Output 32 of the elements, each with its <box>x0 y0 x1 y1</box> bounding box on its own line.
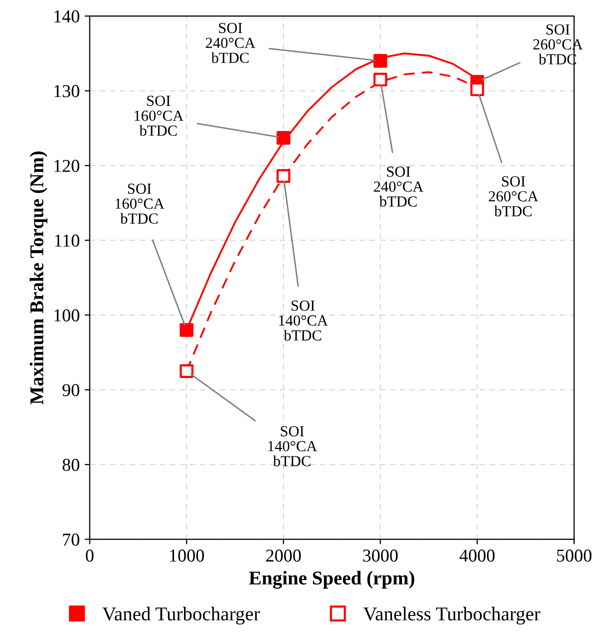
point <box>373 72 388 86</box>
y-tick-label: 120 <box>54 160 80 172</box>
annotation: SOI 160°CA bTDC <box>134 96 184 136</box>
annotation: SOI 260°CA bTDC <box>488 176 538 216</box>
point <box>470 82 484 96</box>
x-tick-label: 3000 <box>363 550 398 562</box>
point <box>373 54 388 68</box>
x-tick-label: 1000 <box>170 550 204 562</box>
y-tick-label: 130 <box>54 85 80 98</box>
x-tick-label: 4000 <box>460 550 495 562</box>
annotation: SOI 140°CA bTDC <box>279 300 328 341</box>
point <box>180 323 194 337</box>
annotation: SOI 240°CA bTDC <box>206 22 256 63</box>
x-tick-label: 5000 <box>557 550 592 562</box>
annotation: SOI 240°CA bTDC <box>374 166 424 207</box>
y-tick-label: 140 <box>54 10 80 22</box>
x-axis-title: Engine Speed (rpm) <box>249 570 414 589</box>
y-tick-label: 100 <box>54 309 80 322</box>
legend-label: Vaned Turbocharger <box>102 606 260 624</box>
point <box>276 169 290 183</box>
point <box>180 364 194 378</box>
point <box>276 131 290 145</box>
y-axis-title: Maximum Brake Torque (Nm) <box>30 151 48 404</box>
annotation: SOI 160°CA bTDC <box>116 184 164 224</box>
y-tick-label: 110 <box>55 234 80 247</box>
y-tick-label: 90 <box>62 384 80 396</box>
x-tick-label: 2000 <box>266 550 301 562</box>
x-tick-label: 0 <box>86 550 94 562</box>
annotation: SOI 140°CA bTDC <box>268 426 318 466</box>
legend-label: Vaneless Turbocharger <box>363 606 540 624</box>
y-tick-label: 70 <box>63 534 80 546</box>
y-tick-label: 80 <box>62 458 80 471</box>
